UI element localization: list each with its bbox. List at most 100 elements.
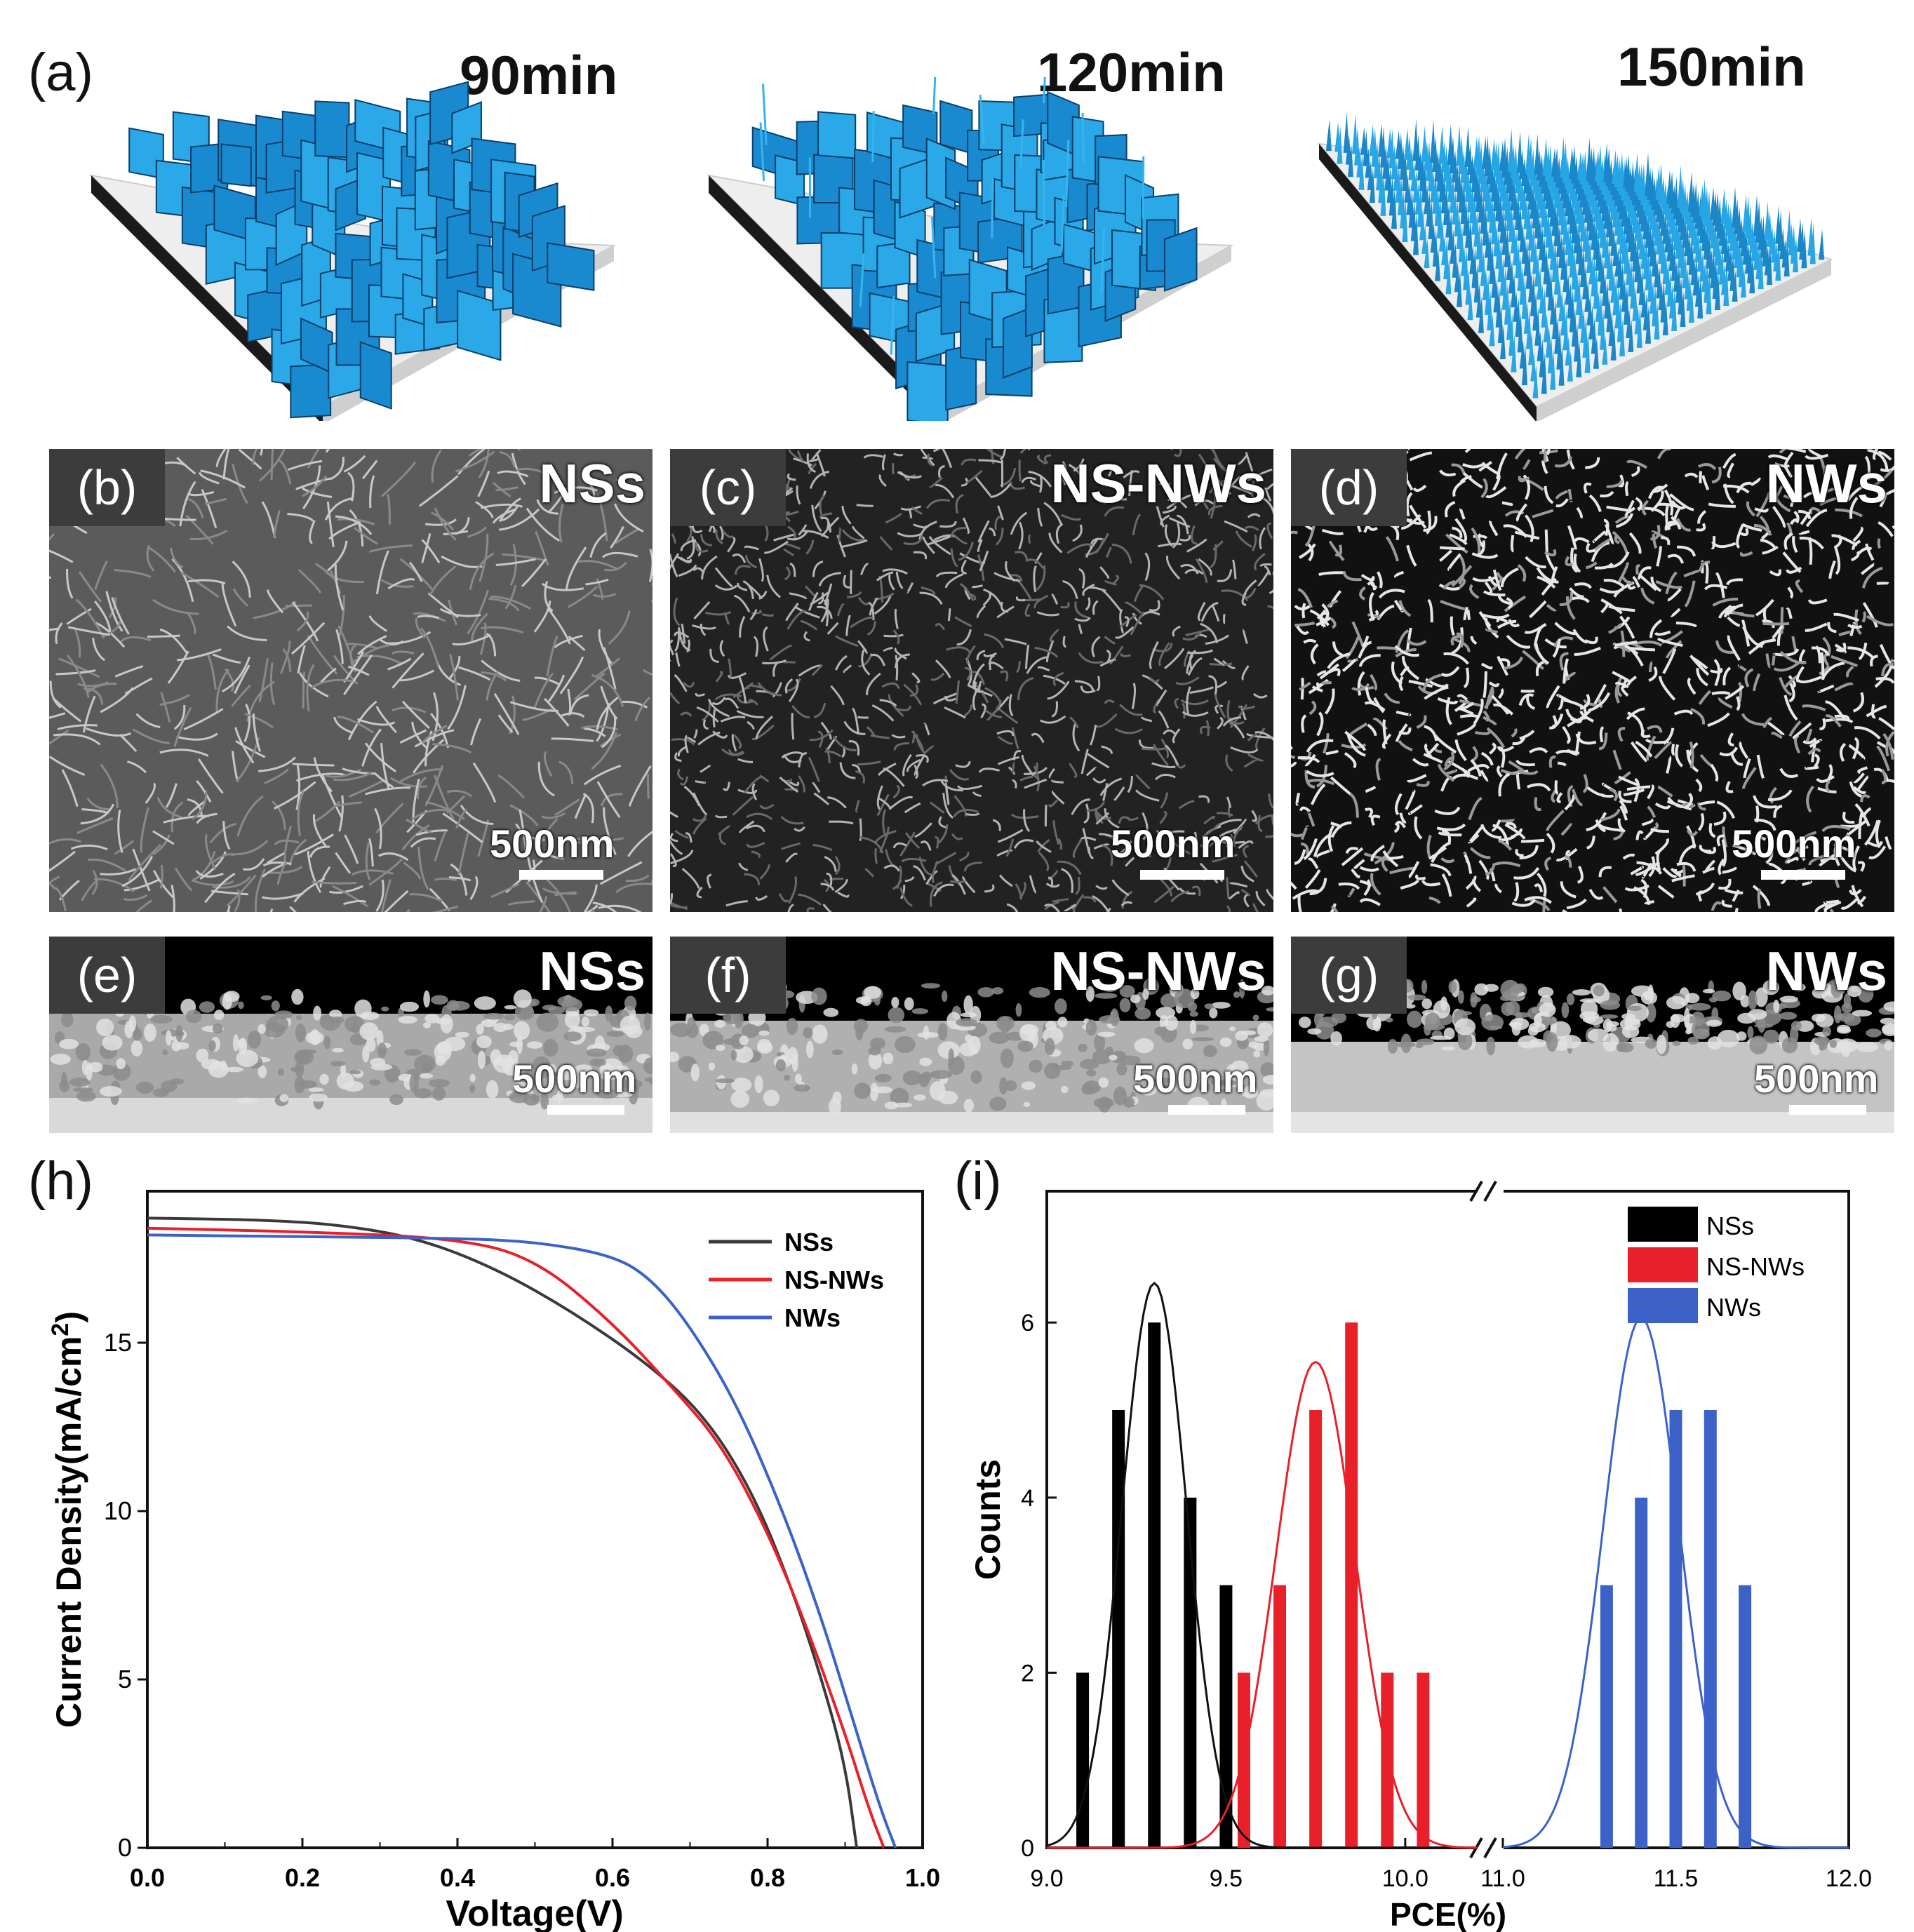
sem-texture-fiber	[276, 861, 288, 885]
sem-texture-fiber	[302, 475, 328, 497]
sem-texture-fiber	[1473, 698, 1484, 725]
sem-texture-fiber	[1367, 723, 1377, 736]
sem-texture-fiber	[989, 528, 996, 537]
sem-texture-fiber	[1648, 666, 1658, 683]
sem-texture-fiber	[1428, 846, 1447, 860]
sem-texture-fiber	[1184, 568, 1204, 575]
sem-texture-fiber	[1630, 866, 1645, 876]
sem-texture-fiber	[1514, 449, 1526, 460]
sem-texture-fiber	[693, 601, 711, 620]
sem-texture-fiber	[159, 628, 189, 655]
sem-texture-fiber	[421, 539, 441, 564]
nanosheet	[290, 363, 332, 419]
sem-texture-fiber	[751, 725, 775, 741]
sem-texture-fiber	[1310, 783, 1326, 805]
sem-texture-fiber	[585, 904, 598, 912]
sem-texture-fiber	[1057, 469, 1066, 485]
sem-texture-fiber	[499, 450, 516, 468]
sem-cross-grain	[486, 1080, 499, 1099]
sem-texture-fiber	[1767, 862, 1783, 872]
sem-texture-fiber	[1814, 753, 1820, 768]
sem-cross-grain	[476, 1024, 484, 1035]
sem-cross-grain	[481, 1019, 497, 1028]
sem-cross-grain	[1015, 1002, 1022, 1017]
sem-texture-fiber	[878, 763, 897, 777]
nanowire	[1334, 122, 1341, 152]
sem-texture-fiber	[883, 633, 904, 638]
sem-texture-fiber	[1423, 753, 1443, 764]
sem-texture-fiber	[762, 659, 787, 664]
nanowire	[931, 217, 937, 279]
sem-cross-grain	[989, 1096, 1007, 1111]
sem-texture-fiber	[1491, 695, 1510, 715]
sem-texture-fiber	[469, 876, 479, 901]
sem-texture-fiber	[1726, 603, 1744, 616]
sem-texture-fiber	[1069, 763, 1078, 778]
sem-texture-fiber	[1424, 743, 1433, 758]
sem-texture-fiber	[1485, 486, 1507, 499]
sem-texture-fiber	[834, 878, 848, 894]
sem-cross-grain	[1448, 980, 1457, 993]
pce-x-tick-label: 10.0	[1382, 1865, 1428, 1892]
sem-texture-fiber	[1559, 591, 1574, 606]
sem-texture-fiber	[1564, 854, 1572, 868]
sem-texture-fiber	[1876, 582, 1889, 585]
sem-cross-grain	[359, 1022, 379, 1040]
sem-texture-fiber	[452, 633, 491, 646]
nanowire	[1551, 147, 1558, 177]
sem-texture-fiber	[432, 905, 459, 912]
sem-texture-fiber	[344, 834, 359, 864]
sem-cross-grain	[455, 1031, 469, 1038]
jv-y-axis-label: Current Density(mA/cm2)	[47, 1311, 88, 1728]
sem-texture-fiber	[1292, 889, 1319, 900]
sem-texture-fiber	[803, 631, 810, 642]
nanowire	[1525, 133, 1532, 174]
sem-texture-fiber	[1805, 453, 1829, 460]
sem-texture-fiber	[906, 758, 921, 772]
sem-texture-fiber	[458, 666, 491, 681]
sem-texture-fiber	[419, 475, 459, 507]
sem-texture-fiber	[1617, 727, 1626, 742]
sem-texture-fiber	[502, 553, 544, 561]
sem-texture-fiber	[1157, 542, 1182, 548]
sem-texture-fiber	[206, 652, 217, 690]
nanowire	[1655, 166, 1661, 200]
sem-texture-fiber	[1318, 571, 1344, 577]
sem-cross-grain	[423, 1022, 431, 1028]
sem-texture-fiber	[1655, 580, 1682, 589]
sem-texture-fiber	[1534, 883, 1544, 892]
sem-texture-fiber	[942, 793, 954, 819]
sem-texture-fiber	[684, 734, 689, 753]
sem-cross-grain	[225, 1066, 244, 1073]
sem-texture-fiber	[49, 756, 86, 777]
sem-texture-fiber	[787, 473, 796, 481]
sem-texture-fiber	[152, 870, 174, 899]
sem-texture-fiber	[159, 864, 163, 889]
sem-texture-fiber	[603, 807, 617, 855]
sem-texture-fiber	[204, 873, 236, 904]
sem-texture-fiber	[1159, 810, 1167, 824]
sem-texture-fiber	[380, 638, 404, 646]
sem-texture-fiber	[1739, 741, 1749, 759]
sem-texture-fiber	[707, 873, 712, 889]
sem-cross-grain	[869, 1038, 886, 1049]
sem-texture-fiber	[132, 848, 151, 892]
nanosheet	[1163, 227, 1198, 292]
sem-texture-fiber	[737, 789, 758, 794]
sem-texture-fiber	[722, 781, 730, 791]
sem-texture-fiber	[591, 673, 624, 707]
sem-texture-fiber	[1297, 588, 1313, 608]
sem-texture-fiber	[411, 721, 428, 750]
sem-texture-fiber	[1425, 510, 1432, 535]
sem-e-scalebar	[547, 1105, 624, 1115]
sem-texture-fiber	[1870, 655, 1878, 667]
sem-texture-fiber	[105, 591, 123, 632]
sem-texture-fiber	[1265, 835, 1273, 838]
sem-cross-grain	[1116, 1063, 1127, 1076]
sem-texture-fiber	[1119, 608, 1124, 633]
sem-texture-fiber	[810, 449, 822, 462]
sem-cross-grain	[1261, 986, 1273, 995]
sem-texture-fiber	[1633, 886, 1651, 905]
sem-texture-fiber	[49, 712, 66, 719]
sem-texture-fiber	[913, 865, 926, 881]
